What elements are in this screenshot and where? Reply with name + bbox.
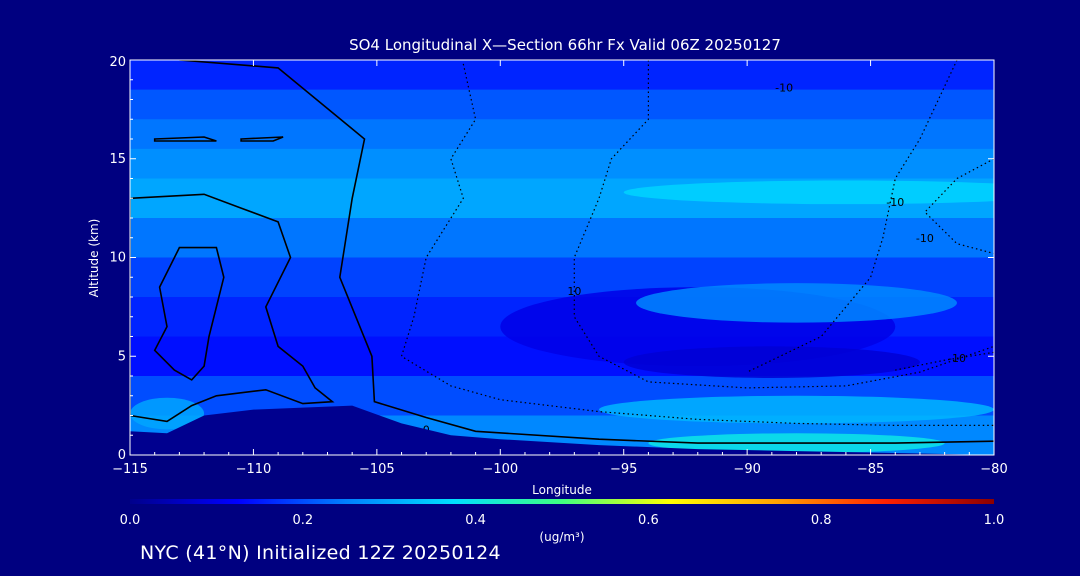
so4-feature-3 xyxy=(623,180,994,205)
colorbar-tick-label: 1.0 xyxy=(984,513,1005,528)
temperature-contour-5 xyxy=(895,351,994,371)
x-axis: −115 −110 −105 −100 −95 −90 −85 −80 xyxy=(112,60,1008,477)
so4-feature-2 xyxy=(636,283,957,323)
contour-label-2: -10 xyxy=(775,82,793,95)
y-axis: 0 5 10 15 20 xyxy=(109,55,994,463)
colorbar-tick-label: 0.8 xyxy=(811,513,832,528)
initialization-footer: NYC (41°N) Initialized 12Z 20250124 xyxy=(140,542,501,564)
x-tick-label: −115 xyxy=(112,462,148,477)
so4-field xyxy=(130,60,994,455)
chart-title: SO4 Longitudinal X—Section 66hr Fx Valid… xyxy=(349,36,781,54)
colorbar-tick-label: 0.4 xyxy=(465,513,486,528)
so4-feature-1 xyxy=(623,346,920,378)
colorbar-tick-label: 0.6 xyxy=(638,513,659,528)
so4-band-3 xyxy=(130,148,994,179)
y-tick-label: 20 xyxy=(109,55,126,70)
y-axis-label: Altitude (km) xyxy=(87,219,101,298)
x-tick-label: −95 xyxy=(610,462,637,477)
contour-label-4: -10 xyxy=(916,232,934,245)
x-tick-label: −100 xyxy=(482,462,518,477)
so4-band-0 xyxy=(130,60,994,91)
temperature-contour-0 xyxy=(179,60,994,444)
x-axis-label: Longitude xyxy=(532,483,592,497)
so4-band-1 xyxy=(130,89,994,120)
temperature-contour-4 xyxy=(924,158,994,255)
x-tick-label: −105 xyxy=(359,462,395,477)
solid-region-1 xyxy=(153,246,225,381)
contour-label-5: -10 xyxy=(948,352,966,365)
colorbar-ticks: 0.0 0.2 0.4 0.6 0.8 1.0 xyxy=(120,513,1005,528)
colorbar-tick-label: 0.0 xyxy=(120,513,141,528)
contour-label-3: -10 xyxy=(886,196,904,209)
temperature-contours: 010-10-10-10-10 xyxy=(179,60,994,444)
x-tick-label: −80 xyxy=(980,462,1007,477)
so4-feature-6 xyxy=(130,397,205,430)
so4-feature-4 xyxy=(599,395,994,424)
solid-region-0 xyxy=(130,193,335,423)
so4-features xyxy=(130,180,994,454)
solid-region-3 xyxy=(240,136,284,142)
temperature-contour-3 xyxy=(746,60,958,373)
solid-contour-regions xyxy=(130,136,335,423)
y-tick-label: 5 xyxy=(118,349,126,364)
colorbar-units: (ug/m³) xyxy=(539,530,584,544)
terrain xyxy=(130,405,994,455)
plot-area: 010-10-10-10-10 xyxy=(130,60,994,455)
y-tick-label: 15 xyxy=(109,152,126,167)
colorbar xyxy=(130,499,994,504)
so4-band-2 xyxy=(130,119,994,150)
y-tick-label: 10 xyxy=(109,251,126,266)
y-tick-label: 0 xyxy=(118,448,126,463)
colorbar-tick-label: 0.2 xyxy=(292,513,313,528)
temperature-contour-2 xyxy=(573,60,994,389)
solid-region-2 xyxy=(153,136,217,142)
so4-band-5 xyxy=(130,218,994,258)
x-tick-label: −110 xyxy=(236,462,272,477)
x-tick-label: −85 xyxy=(857,462,884,477)
x-tick-label: −90 xyxy=(733,462,760,477)
